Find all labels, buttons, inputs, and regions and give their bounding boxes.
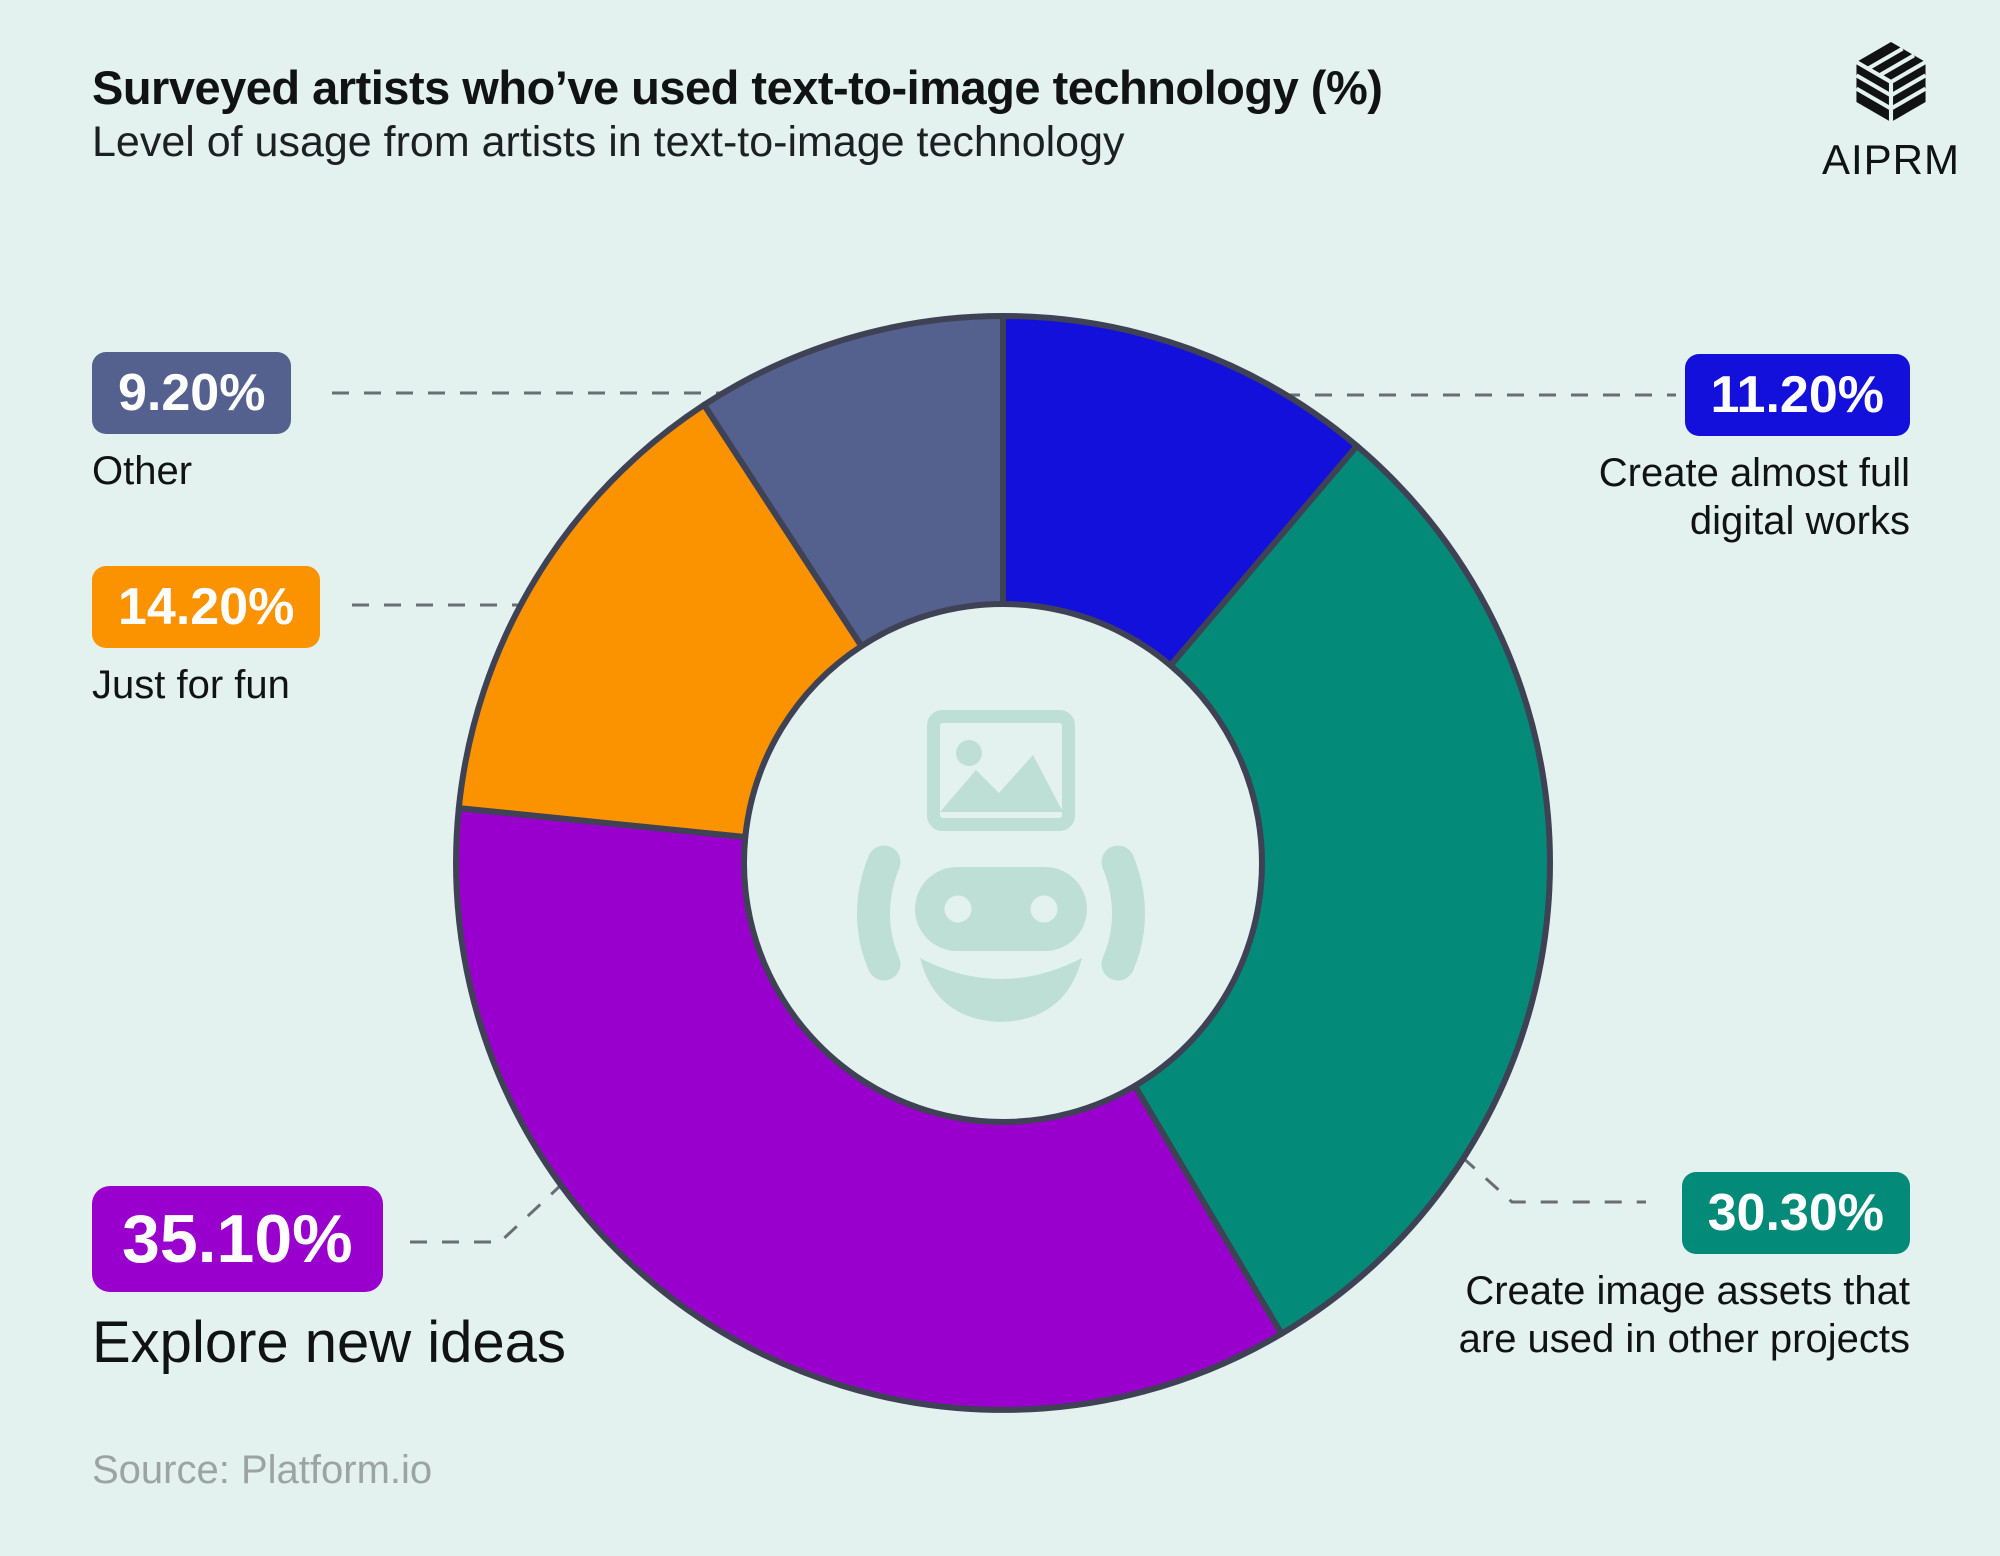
callout-label-other: Other [92, 449, 193, 493]
donut-segments [453, 313, 1553, 1413]
aiprm-cube-logo-icon [1855, 42, 1927, 122]
donut-segment-2 [453, 805, 1285, 1413]
callout-connectors [332, 391, 1676, 1244]
aiprm-logo-text: AIPRM [1821, 136, 1960, 183]
value-badge-image-assets: 30.30% [1681, 1172, 1910, 1254]
callout-label-just-for-fun: Just for fun [92, 663, 290, 707]
donut-segment-3 [455, 401, 865, 840]
connector-explore [410, 1184, 562, 1244]
page-subtitle: Level of usage from artists in text-to-i… [92, 118, 1125, 166]
robot-face-icon [857, 845, 1145, 1022]
connector-image-assets [1460, 1155, 1646, 1204]
callout-just-for-fun: 14.20% Just for fun [92, 566, 321, 709]
callout-other: 9.20% Other [92, 352, 292, 495]
page-title: Surveyed artists who’ve used text-to-ima… [92, 61, 1383, 114]
donut-segment-0 [1000, 313, 1360, 669]
value-badge-just-for-fun: 14.20% [92, 566, 321, 648]
value-badge-full-digital-works: 11.20% [1684, 354, 1910, 436]
value-badge-explore-new-ideas: 35.10% [92, 1186, 383, 1292]
donut-segment-4 [701, 313, 1006, 650]
callout-label-full-digital-works: Create almost full digital works [1598, 451, 1910, 543]
donut-segment-1 [1131, 442, 1553, 1337]
brand-logo: AIPRM [1806, 38, 1976, 184]
text-to-image-robot-icon [857, 710, 1145, 1022]
callout-label-explore-new-ideas: Explore new ideas [92, 1310, 566, 1375]
callout-label-image-assets: Create image assets that are used in oth… [1458, 1269, 1910, 1361]
callout-image-assets: 30.30% Create image assets that are used… [1430, 1172, 1910, 1363]
callout-explore-new-ideas: 35.10% Explore new ideas [92, 1186, 566, 1378]
callout-full-digital-works: 11.20% Create almost full digital works [1565, 354, 1910, 545]
source-attribution: Source: Platform.io [92, 1448, 433, 1492]
value-badge-other: 9.20% [92, 352, 292, 434]
image-frame-icon [927, 710, 1075, 831]
